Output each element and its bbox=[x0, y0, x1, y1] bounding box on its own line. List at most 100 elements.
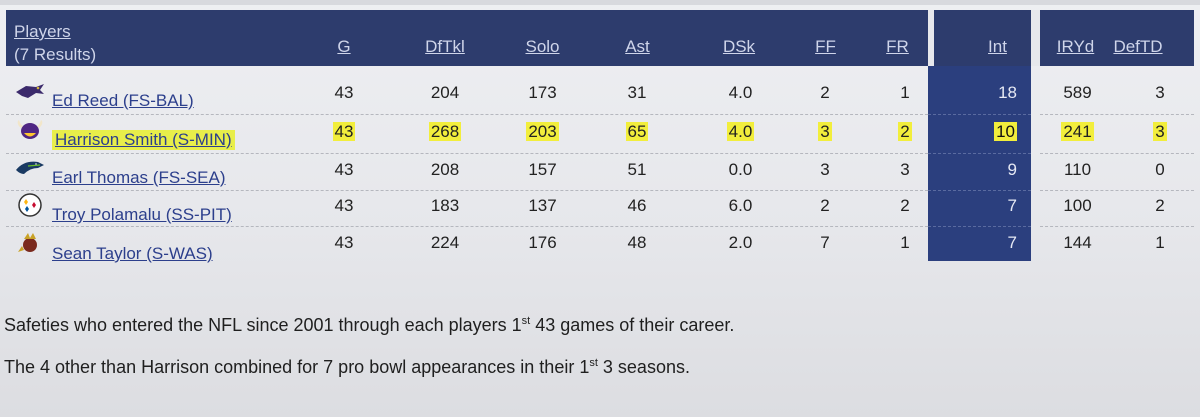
int-cell: 18 bbox=[998, 83, 1017, 102]
g-cell: 43 bbox=[334, 160, 354, 179]
solo-cell: 176 bbox=[528, 233, 557, 252]
ff-value: 3 bbox=[818, 122, 832, 141]
footnote-2-text-end: 3 seasons. bbox=[597, 357, 690, 377]
iryd-cell: 144 bbox=[1063, 233, 1092, 252]
fr-cell: 1 bbox=[900, 233, 910, 252]
row-divider bbox=[928, 190, 1031, 191]
g-cell: 43 bbox=[334, 196, 354, 215]
players-column-header[interactable]: Players bbox=[14, 22, 71, 41]
solo-cell: 157 bbox=[528, 160, 557, 179]
g-column-header[interactable]: G bbox=[337, 37, 351, 56]
iryd-cell: 241 bbox=[1055, 122, 1100, 142]
ast-cell: 31 bbox=[627, 83, 647, 102]
ast-cell: 48 bbox=[627, 233, 647, 252]
ff-cell: 3 bbox=[820, 160, 830, 179]
player-link[interactable]: Ed Reed (FS-BAL) bbox=[52, 91, 194, 110]
deftd-cell: 0 bbox=[1155, 160, 1165, 179]
player-link[interactable]: Troy Polamalu (SS-PIT) bbox=[52, 205, 232, 224]
steelers-logo-icon bbox=[18, 193, 42, 217]
ast-value: 65 bbox=[625, 122, 649, 141]
vikings-logo-icon bbox=[17, 120, 43, 139]
row-divider bbox=[1040, 114, 1194, 115]
dsk-cell: 4.0 bbox=[728, 83, 753, 102]
fr-value: 2 bbox=[898, 122, 912, 141]
dftkl-cell: 183 bbox=[430, 196, 460, 215]
row-divider bbox=[928, 153, 1031, 154]
row-divider bbox=[6, 190, 928, 191]
ast-cell: 46 bbox=[627, 196, 647, 215]
fr-cell: 2 bbox=[890, 122, 920, 142]
g-cell: 43 bbox=[324, 122, 364, 142]
footnote-1-text-end: 43 games of their career. bbox=[530, 315, 735, 335]
fr-cell: 3 bbox=[900, 160, 910, 179]
deftd-cell: 1 bbox=[1155, 233, 1165, 252]
dftkl-cell: 204 bbox=[430, 83, 460, 102]
iryd-cell: 589 bbox=[1063, 83, 1092, 102]
fr-cell: 2 bbox=[900, 196, 910, 215]
player-link[interactable]: Sean Taylor (S-WAS) bbox=[52, 244, 213, 263]
deftd-column-header[interactable]: DefTD bbox=[1113, 37, 1163, 56]
footnote-2-sup: st bbox=[589, 357, 598, 369]
row-divider bbox=[928, 114, 1031, 115]
fr-cell: 1 bbox=[900, 83, 910, 102]
dsk-column-header[interactable]: DSk bbox=[722, 37, 756, 56]
redskins-logo-icon bbox=[18, 233, 37, 252]
ravens-logo-icon bbox=[16, 84, 44, 98]
ast-column-header[interactable]: Ast bbox=[625, 37, 650, 56]
dftkl-cell: 268 bbox=[420, 122, 470, 142]
ast-cell: 65 bbox=[617, 122, 657, 142]
results-count: (7 Results) bbox=[14, 45, 97, 64]
iryd-value: 241 bbox=[1061, 122, 1094, 141]
dftkl-value: 268 bbox=[428, 122, 462, 141]
iryd-cell: 100 bbox=[1063, 196, 1092, 215]
ff-cell: 3 bbox=[810, 122, 840, 142]
row-divider bbox=[1040, 190, 1194, 191]
iryd-cell: 110 bbox=[1063, 160, 1092, 179]
footnote-1-text: Safeties who entered the NFL since 2001 … bbox=[4, 315, 522, 335]
solo-cell: 137 bbox=[528, 196, 557, 215]
g-value: 43 bbox=[332, 122, 356, 141]
dftkl-cell: 208 bbox=[430, 160, 460, 179]
deftd-cell: 3 bbox=[1155, 83, 1165, 102]
row-divider bbox=[6, 114, 928, 115]
row-divider bbox=[1040, 226, 1194, 227]
dftkl-column-header[interactable]: DfTkl bbox=[425, 37, 465, 56]
int-column-highlight bbox=[928, 66, 1031, 261]
dsk-cell: 6.0 bbox=[728, 196, 753, 215]
solo-column-header[interactable]: Solo bbox=[525, 37, 560, 56]
g-cell: 43 bbox=[334, 83, 354, 102]
iryd-column-header[interactable]: IRYd bbox=[1056, 37, 1095, 56]
row-divider bbox=[1040, 153, 1194, 154]
footnote-1: Safeties who entered the NFL since 2001 … bbox=[4, 315, 734, 336]
row-divider bbox=[6, 226, 928, 227]
ff-cell: 2 bbox=[820, 196, 830, 215]
solo-value: 203 bbox=[526, 122, 559, 141]
header-divider bbox=[928, 10, 934, 66]
int-cell: 7 bbox=[1007, 196, 1017, 215]
player-link[interactable]: Harrison Smith (S-MIN) bbox=[52, 130, 235, 150]
int-value: 10 bbox=[994, 122, 1017, 141]
ff-column-header[interactable]: FF bbox=[815, 37, 836, 56]
solo-cell: 203 bbox=[520, 122, 565, 142]
deftd-value: 3 bbox=[1153, 122, 1167, 141]
row-divider bbox=[928, 226, 1031, 227]
int-cell: 9 bbox=[1007, 160, 1017, 179]
player-link[interactable]: Earl Thomas (FS-SEA) bbox=[52, 168, 226, 187]
deftd-cell: 3 bbox=[1145, 122, 1175, 142]
fr-column-header[interactable]: FR bbox=[886, 37, 909, 56]
ff-cell: 7 bbox=[820, 233, 830, 252]
table-header-bar bbox=[6, 10, 1194, 66]
ast-cell: 51 bbox=[627, 160, 647, 179]
deftd-cell: 2 bbox=[1155, 196, 1165, 215]
page-top-edge bbox=[0, 0, 1200, 5]
footnote-1-sup: st bbox=[521, 315, 531, 327]
row-divider bbox=[6, 153, 928, 154]
int-column-header[interactable]: Int bbox=[988, 37, 1007, 56]
seahawks-logo-icon bbox=[16, 161, 44, 174]
int-cell: 7 bbox=[1007, 233, 1017, 252]
ff-cell: 2 bbox=[820, 83, 830, 102]
dsk-cell: 4.0 bbox=[718, 122, 763, 142]
g-cell: 43 bbox=[334, 233, 354, 252]
dsk-cell: 2.0 bbox=[728, 233, 753, 252]
